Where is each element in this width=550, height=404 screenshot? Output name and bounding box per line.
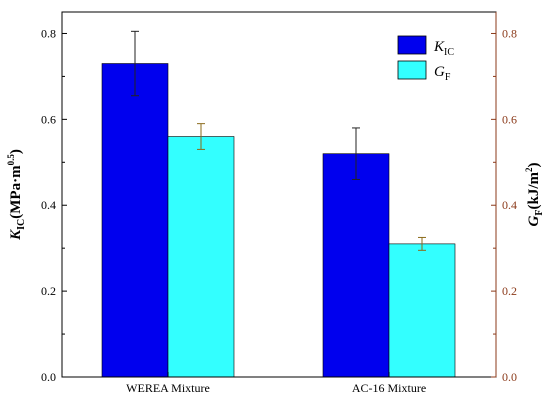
right-tick-label: 0.2 [502, 284, 517, 298]
bar-k_ic-2 [322, 153, 390, 378]
right-tick-label: 0.8 [502, 26, 517, 40]
x-tick-label: WEREA Mixture [126, 381, 210, 395]
legend-label-g_f: GF [434, 64, 451, 83]
legend-label-k_ic: KIC [433, 39, 454, 58]
right-y-axis-title: GF(kJ/m2) [524, 163, 545, 227]
left-tick-label: 0.4 [41, 198, 56, 212]
right-tick-label: 0.4 [502, 198, 517, 212]
right-tick-label: 0.6 [502, 112, 517, 126]
right-y-axis: 0.0 0.2 0.4 0.6 0.8 [491, 12, 517, 384]
x-tick-label: AC-16 Mixture [352, 381, 426, 395]
left-tick-label: 0.0 [41, 370, 56, 384]
legend-swatch-k_ic [397, 35, 427, 55]
left-y-axis-title: KIC(MPa·m0.5) [6, 149, 27, 241]
legend: KIC GF [397, 35, 454, 83]
bar-k_ic-1 [101, 63, 169, 378]
bars-layer [101, 63, 456, 378]
bar-g_f-2 [388, 243, 456, 378]
legend-swatch-g_f [397, 60, 427, 80]
left-tick-label: 0.6 [41, 112, 56, 126]
left-tick-label: 0.2 [41, 284, 56, 298]
left-y-axis: 0.0 0.2 0.4 0.6 0.8 [41, 26, 67, 384]
left-tick-label: 0.8 [41, 26, 56, 40]
bar-g_f-1 [167, 136, 235, 378]
right-tick-label: 0.0 [502, 370, 517, 384]
error-bars-layer [131, 30, 426, 251]
x-axis: WEREA Mixture AC-16 Mixture [126, 372, 426, 395]
